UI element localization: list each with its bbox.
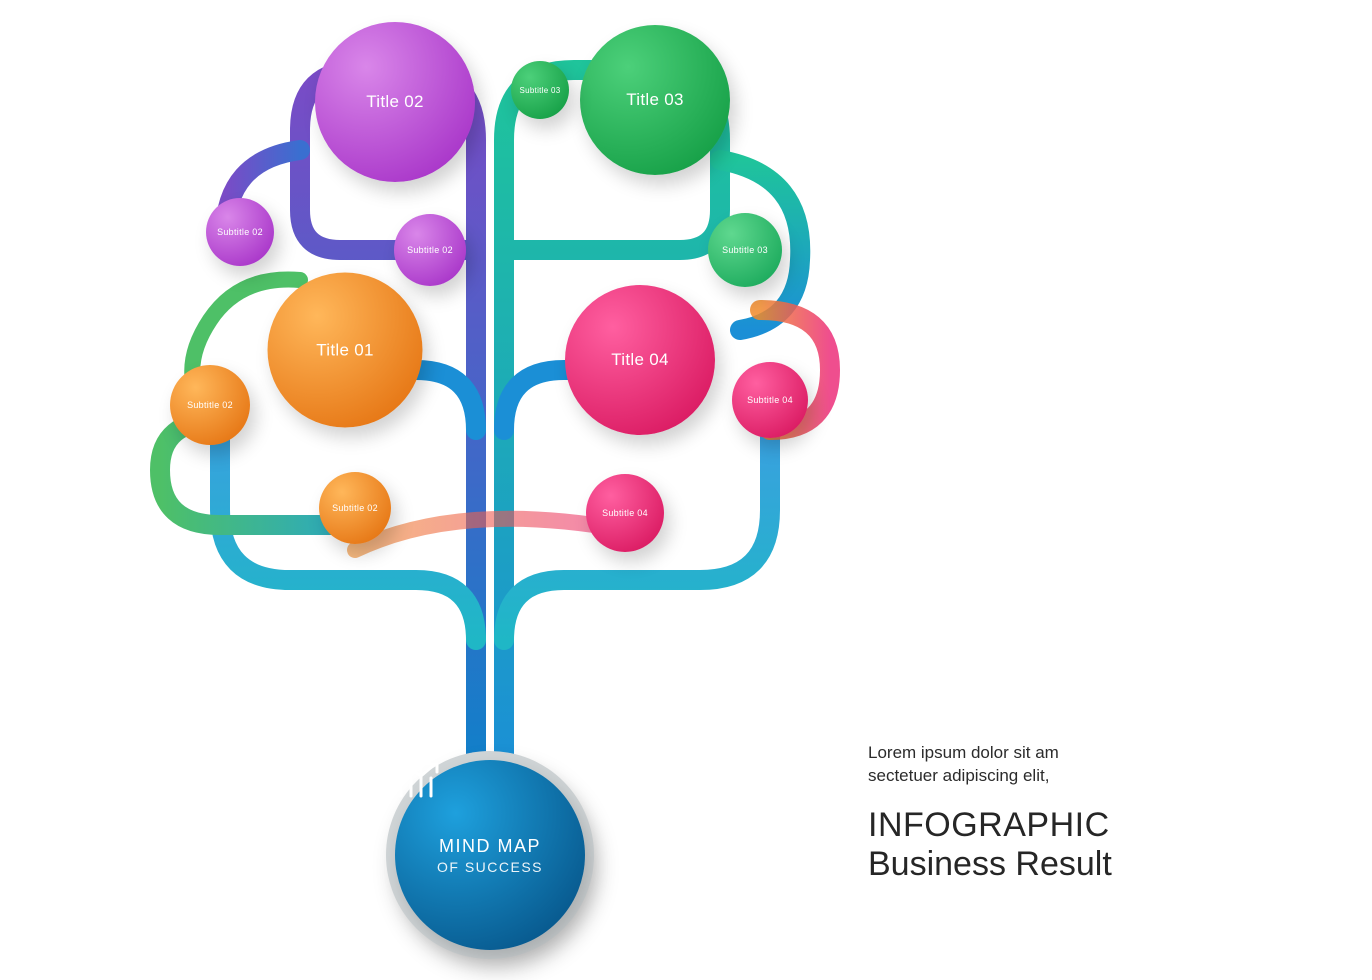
node-label: Subtitle 02 bbox=[332, 503, 378, 513]
node-label: Title 04 bbox=[611, 350, 669, 370]
node-sub03b: Subtitle 03 bbox=[708, 213, 782, 287]
node-label: Subtitle 04 bbox=[602, 508, 648, 518]
node-label: Title 03 bbox=[626, 90, 684, 110]
root-node: MIND MAP OF SUCCESS bbox=[395, 760, 585, 950]
node-label: Title 01 bbox=[316, 340, 374, 360]
node-sub02c: Subtitle 02 bbox=[170, 365, 250, 445]
node-label: Subtitle 03 bbox=[519, 86, 560, 95]
node-sub04a: Subtitle 04 bbox=[732, 362, 808, 438]
node-sub03a: Subtitle 03 bbox=[511, 61, 569, 119]
node-title01: Title 01 bbox=[268, 273, 423, 428]
heading-2: Business Result bbox=[868, 845, 1288, 884]
growth-chart-icon bbox=[395, 760, 447, 800]
lead-line-1: Lorem ipsum dolor sit am bbox=[868, 742, 1288, 765]
side-text-block: Lorem ipsum dolor sit am sectetuer adipi… bbox=[868, 742, 1288, 884]
node-title03: Title 03 bbox=[580, 25, 730, 175]
node-label: Subtitle 02 bbox=[187, 400, 233, 410]
node-sub02d: Subtitle 02 bbox=[319, 472, 391, 544]
node-label: Subtitle 04 bbox=[747, 395, 793, 405]
node-sub02b: Subtitle 02 bbox=[394, 214, 466, 286]
lead-line-2: sectetuer adipiscing elit, bbox=[868, 765, 1288, 788]
node-label: Title 02 bbox=[366, 92, 424, 112]
root-title: MIND MAP bbox=[439, 836, 541, 857]
node-label: Subtitle 02 bbox=[217, 227, 263, 237]
node-sub04b: Subtitle 04 bbox=[586, 474, 664, 552]
root-subtitle: OF SUCCESS bbox=[437, 859, 543, 875]
node-label: Subtitle 02 bbox=[407, 245, 453, 255]
infographic-stage: MIND MAP OF SUCCESS Lorem ipsum dolor si… bbox=[0, 0, 1372, 980]
heading-1: INFOGRAPHIC bbox=[868, 806, 1288, 845]
node-title02: Title 02 bbox=[315, 22, 475, 182]
node-sub02a: Subtitle 02 bbox=[206, 198, 274, 266]
node-label: Subtitle 03 bbox=[722, 245, 768, 255]
node-title04: Title 04 bbox=[565, 285, 715, 435]
